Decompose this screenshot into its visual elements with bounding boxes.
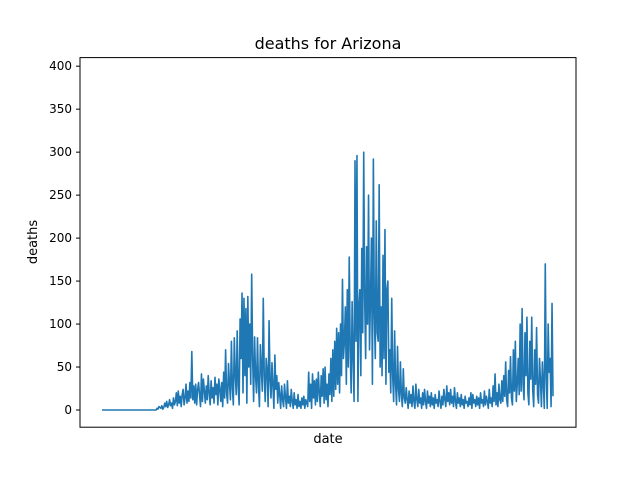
y-axis-label: deaths [26, 220, 41, 265]
y-tick-label: 0 [64, 403, 72, 417]
y-tick-label: 100 [49, 317, 72, 331]
y-tick-label: 400 [49, 59, 72, 73]
y-tick-label: 250 [49, 188, 72, 202]
plot-frame [79, 57, 577, 428]
y-tick-label: 50 [57, 360, 72, 374]
y-tick-label: 200 [49, 231, 72, 245]
y-tick-label: 300 [49, 145, 72, 159]
chart-title: deaths for Arizona [255, 34, 402, 53]
y-axis-ticks: 0 50 100 150 200 250 300 350 400 [49, 59, 80, 417]
x-axis-label: date [313, 432, 342, 447]
series-line-deaths [102, 151, 554, 411]
y-tick-label: 150 [49, 274, 72, 288]
y-tick-label: 350 [49, 102, 72, 116]
